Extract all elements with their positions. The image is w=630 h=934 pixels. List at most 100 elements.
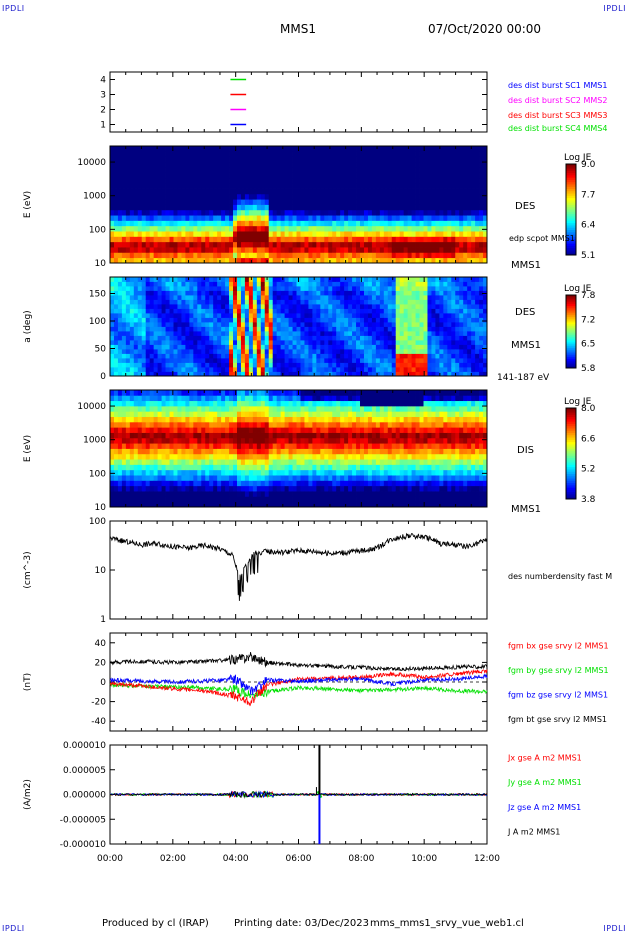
heatmap-cell [110, 448, 115, 455]
heatmap-cell [360, 204, 365, 211]
heatmap-cell [260, 295, 266, 300]
heatmap-cell [455, 172, 460, 179]
heatmap-cell [272, 183, 278, 189]
heatmap-cell [149, 204, 155, 211]
heatmap-cell [189, 290, 194, 296]
heatmap-cell [431, 156, 436, 163]
heatmap-cell [153, 295, 159, 300]
heatmap-cell [284, 231, 289, 237]
heatmap-cell [209, 204, 214, 211]
heatmap-cell [121, 405, 127, 412]
heatmap-cell [193, 193, 198, 200]
heatmap-cell [292, 151, 297, 158]
heatmap-cell [161, 491, 166, 497]
heatmap-cell [264, 335, 270, 341]
heatmap-cell [137, 416, 143, 423]
heatmap-cell [153, 475, 159, 481]
heatmap-cell [395, 340, 401, 345]
heatmap-cell [125, 390, 131, 396]
heatmap-cell [133, 371, 139, 377]
heatmap-cell [403, 326, 409, 332]
heatmap-cell [244, 290, 250, 296]
heatmap-cell [113, 464, 119, 471]
heatmap-cell [479, 231, 484, 237]
heatmap-cell [284, 335, 289, 341]
heatmap-cell [475, 299, 480, 305]
heatmap-cell [411, 331, 416, 336]
heatmap-cell [367, 241, 373, 248]
heatmap-cell [475, 313, 480, 318]
heatmap-cell [467, 367, 472, 372]
heatmap-cell [129, 177, 135, 184]
heatmap-cell [296, 225, 301, 232]
heatmap-cell [320, 146, 325, 152]
heatmap-cell [463, 177, 468, 184]
heatmap-cell [121, 241, 127, 248]
heatmap-cell [312, 220, 317, 227]
heatmap-cell [459, 172, 464, 179]
heatmap-cell [256, 220, 262, 227]
heatmap-cell [431, 290, 436, 296]
heatmap-cell [340, 252, 345, 259]
heatmap-cell [149, 464, 155, 471]
heatmap-cell [312, 317, 317, 323]
heatmap-cell [435, 331, 440, 336]
heatmap-cell [391, 317, 397, 323]
heatmap-cell [280, 295, 286, 300]
heatmap-cell [387, 344, 393, 350]
heatmap-cell [419, 193, 424, 200]
heatmap-cell [431, 172, 436, 179]
heatmap-cell [375, 183, 381, 189]
heatmap-cell [479, 335, 484, 341]
heatmap-cell [177, 469, 182, 476]
heatmap-cell [288, 257, 293, 264]
heatmap-cell [217, 308, 222, 314]
heatmap-cell [149, 437, 155, 444]
heatmap-cell [217, 167, 222, 173]
heatmap-cell [276, 151, 282, 158]
heatmap-cell [308, 331, 313, 336]
heatmap-cell [483, 299, 488, 305]
y-tick-label: 1000 [83, 192, 106, 202]
heatmap-cell [113, 313, 119, 318]
heatmap-cell [387, 177, 393, 184]
heatmap-cell [260, 167, 266, 173]
heatmap-cell [443, 281, 448, 287]
heatmap-cell [455, 286, 460, 291]
heatmap-cell [149, 353, 155, 359]
heatmap-cell [419, 252, 424, 259]
heatmap-cell [189, 362, 194, 368]
heatmap-cell [205, 220, 210, 227]
heatmap-cell [153, 411, 159, 417]
heatmap-cell [125, 427, 131, 433]
heatmap-cell [316, 344, 321, 350]
heatmap-cell [197, 358, 202, 363]
heatmap-cell [181, 437, 186, 444]
heatmap-cell [419, 295, 424, 300]
heatmap-cell [447, 177, 452, 184]
heatmap-cell [300, 151, 305, 158]
heatmap-cell [471, 199, 476, 205]
heatmap-cell [459, 322, 464, 327]
heatmap-cell [240, 371, 246, 377]
heatmap-cell [312, 349, 317, 354]
heatmap-cell [443, 353, 448, 359]
heatmap-cell [296, 209, 301, 216]
heatmap-cell [280, 241, 286, 248]
heatmap-cell [145, 362, 151, 368]
heatmap-cell [209, 358, 214, 363]
colorbar-cell [566, 355, 576, 358]
heatmap-cell [205, 231, 210, 237]
heatmap-cell [137, 464, 143, 471]
heatmap-cell [161, 299, 166, 305]
heatmap-cell [427, 299, 432, 305]
heatmap-cell [451, 322, 456, 327]
heatmap-cell [435, 209, 440, 216]
heatmap-cell [352, 231, 357, 237]
heatmap-cell [213, 358, 218, 363]
heatmap-cell [387, 326, 393, 332]
heatmap-cell [121, 220, 127, 227]
heatmap-cell [117, 326, 123, 332]
heatmap-cell [272, 146, 278, 152]
heatmap-cell [395, 277, 401, 282]
